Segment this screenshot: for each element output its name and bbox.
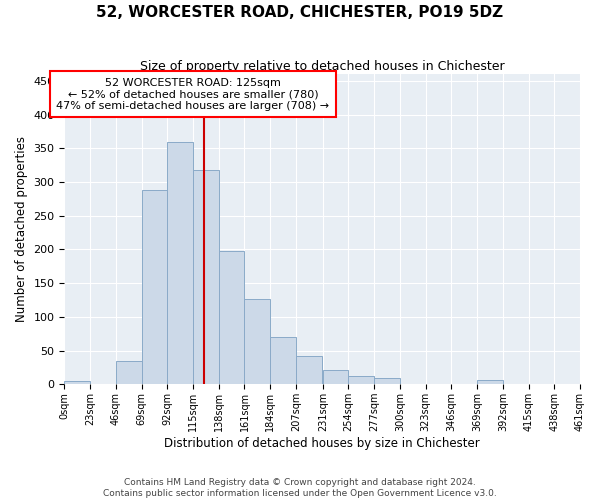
Bar	[477, 380, 503, 384]
Bar	[193, 170, 219, 384]
Text: 52 WORCESTER ROAD: 125sqm
← 52% of detached houses are smaller (780)
47% of semi: 52 WORCESTER ROAD: 125sqm ← 52% of detac…	[56, 78, 329, 110]
Bar	[64, 381, 90, 384]
Bar	[296, 356, 322, 384]
Bar	[270, 337, 296, 384]
Bar	[219, 252, 244, 384]
X-axis label: Distribution of detached houses by size in Chichester: Distribution of detached houses by size …	[164, 437, 480, 450]
Bar	[244, 298, 270, 384]
Bar	[167, 142, 193, 384]
Bar	[116, 360, 142, 384]
Bar	[374, 378, 400, 384]
Bar	[349, 376, 374, 384]
Title: Size of property relative to detached houses in Chichester: Size of property relative to detached ho…	[140, 60, 505, 73]
Bar	[323, 370, 349, 384]
Text: 52, WORCESTER ROAD, CHICHESTER, PO19 5DZ: 52, WORCESTER ROAD, CHICHESTER, PO19 5DZ	[97, 5, 503, 20]
Text: Contains HM Land Registry data © Crown copyright and database right 2024.
Contai: Contains HM Land Registry data © Crown c…	[103, 478, 497, 498]
Y-axis label: Number of detached properties: Number of detached properties	[15, 136, 28, 322]
Bar	[142, 190, 167, 384]
